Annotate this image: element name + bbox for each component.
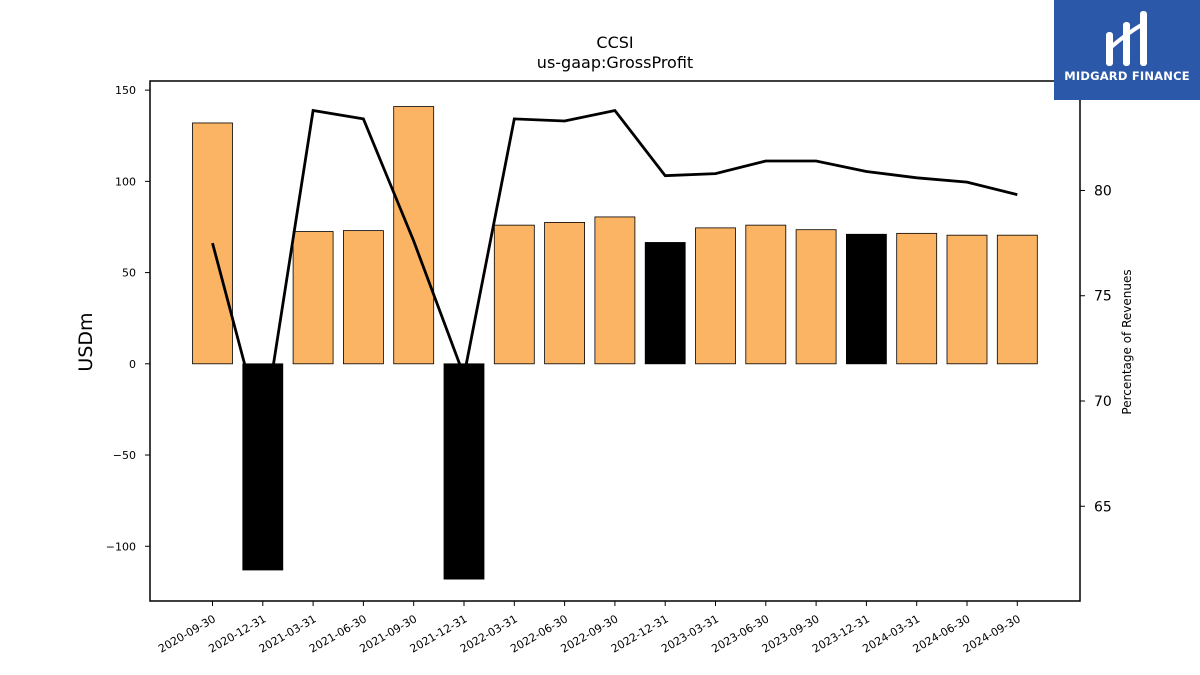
bar-2020-12-31	[242, 363, 284, 571]
margin-line	[211, 108, 1018, 433]
bar-2024-03-31	[896, 232, 938, 365]
y-tick-label: 50	[122, 267, 136, 280]
bar-2022-03-31	[493, 224, 535, 365]
midgard-logo-icon	[1106, 11, 1147, 66]
bar-2022-06-30	[544, 222, 585, 365]
logo-text: MIDGARD FINANCE	[1064, 69, 1190, 83]
y-tick-label: −100	[106, 540, 136, 553]
y-right-tick-label: 80	[1094, 183, 1112, 199]
bar-2023-03-31	[695, 227, 736, 365]
brand-logo: MIDGARD FINANCE	[1054, 0, 1200, 100]
y-tick-label: 100	[115, 175, 136, 188]
y-axis-label-right: Percentage of Revenues	[1120, 269, 1134, 414]
bar-2023-12-31	[846, 233, 887, 365]
bar-2022-12-31	[644, 242, 686, 365]
bar-2021-03-31	[292, 231, 334, 365]
chart-subtitle: us-gaap:GrossProfit	[537, 53, 693, 72]
bar-2024-09-30	[996, 234, 1038, 365]
right-axis: 65 70 75 80	[1080, 183, 1112, 515]
line-series	[211, 108, 1018, 433]
x-axis: 2020-09-302020-12-312021-03-312021-06-30…	[156, 601, 1023, 656]
y-right-tick-label: 75	[1094, 289, 1112, 305]
y-right-tick-label: 65	[1094, 499, 1112, 515]
bar-2023-06-30	[745, 224, 787, 365]
bar-series	[192, 106, 1038, 580]
y-tick-label: −50	[113, 449, 136, 462]
bar-2021-12-31	[443, 363, 485, 580]
bar-2021-06-30	[342, 230, 384, 365]
y-tick-label: 150	[115, 84, 136, 97]
x-tick-label: 2024-09-30	[961, 612, 1023, 655]
bar-2021-09-30	[393, 106, 435, 365]
y-right-tick-label: 70	[1094, 394, 1112, 410]
left-axis: −100 −50 0 50 100 150	[106, 84, 150, 553]
y-axis-label: USDm	[75, 312, 97, 371]
bar-2023-09-30	[795, 229, 837, 365]
chart-title: CCSI	[596, 33, 633, 52]
y-tick-label: 0	[129, 358, 136, 371]
bar-2024-06-30	[946, 234, 988, 365]
bar-2022-09-30	[594, 216, 636, 365]
